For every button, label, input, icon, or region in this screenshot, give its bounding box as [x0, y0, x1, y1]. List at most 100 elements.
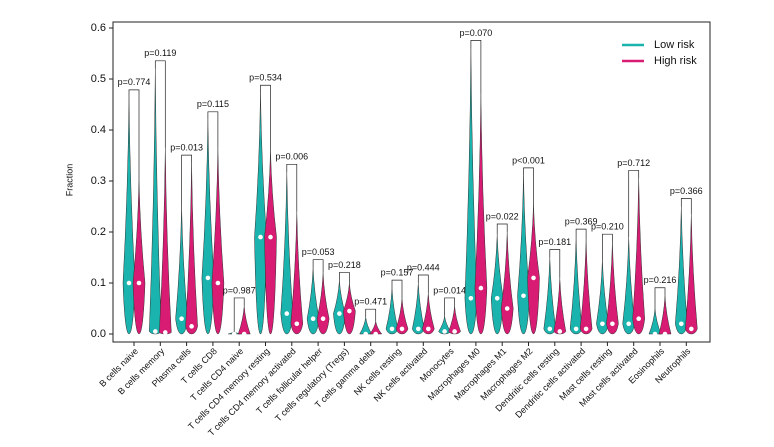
p-value: p=0.115	[197, 99, 229, 109]
median-dot	[662, 331, 668, 337]
median-dot	[136, 280, 142, 286]
p-value: p=0.218	[328, 260, 361, 270]
median-dot	[610, 321, 615, 327]
violin	[149, 68, 162, 335]
p-value: p=0.181	[538, 237, 571, 247]
median-dot	[363, 331, 369, 337]
median-dot	[215, 280, 221, 286]
plot-frame	[112, 21, 711, 343]
bracket	[575, 228, 587, 240]
bracket	[286, 163, 298, 212]
violin	[675, 206, 688, 335]
violin	[237, 305, 251, 335]
median-dot	[310, 316, 316, 322]
p-value: p=0.006	[275, 152, 308, 162]
violin	[185, 163, 198, 335]
median-dot	[189, 324, 194, 329]
bracket	[654, 287, 666, 309]
y-tick-label: 0.6	[91, 22, 106, 34]
median-dot	[531, 275, 536, 281]
violin	[448, 305, 461, 335]
median-dot	[205, 275, 211, 281]
median-dot	[626, 321, 631, 327]
median-dot	[347, 308, 352, 314]
violin	[316, 272, 330, 335]
bracket	[470, 40, 482, 95]
violin	[290, 211, 304, 335]
violin	[175, 206, 188, 335]
violin	[343, 282, 356, 335]
median-dot	[573, 326, 579, 332]
p-value: p=0.471	[354, 297, 387, 307]
bracket	[128, 89, 140, 179]
violin	[422, 293, 435, 335]
p-value: p=0.369	[565, 216, 598, 226]
violin	[254, 93, 267, 335]
median-dot	[468, 296, 474, 301]
bracket	[260, 84, 271, 151]
p-value: p=0.534	[249, 73, 282, 83]
bracket	[181, 154, 192, 207]
median-dot	[689, 326, 694, 332]
violin	[622, 237, 635, 335]
violin	[527, 203, 540, 335]
bracket	[680, 198, 692, 215]
violin	[122, 97, 136, 335]
y-tick-label: 0.2	[91, 226, 106, 238]
violin	[500, 231, 514, 335]
violin	[606, 242, 619, 335]
p-value: p=0.987	[223, 285, 256, 295]
p-value: p=0.366	[670, 186, 703, 196]
violin	[333, 280, 346, 335]
y-tick-label: 0.3	[91, 175, 106, 187]
violin	[543, 257, 557, 335]
median-dot	[258, 234, 263, 240]
violin	[359, 317, 373, 335]
p-value: p=0.070	[460, 28, 493, 38]
bracket	[602, 233, 613, 261]
median-dot	[557, 329, 563, 334]
p-value: p=0.014	[433, 285, 466, 295]
y-axis-label: Fraction	[64, 164, 74, 197]
median-dot	[504, 306, 510, 311]
violin	[438, 316, 451, 335]
median-dot	[399, 326, 405, 332]
median-dot	[389, 326, 395, 332]
violin	[490, 234, 504, 335]
violin	[159, 147, 172, 335]
median-dot	[126, 280, 132, 286]
median-dot	[478, 285, 484, 291]
violin	[412, 282, 425, 335]
y-tick-label: 0.4	[91, 124, 106, 136]
median-dot	[442, 329, 447, 334]
p-value: p<0.001	[512, 155, 545, 165]
bracket	[339, 272, 350, 283]
p-value: p=0.157	[381, 267, 414, 277]
p-value: p=0.119	[144, 48, 176, 58]
violin	[211, 147, 225, 335]
violin	[579, 239, 593, 335]
median-dot	[521, 293, 526, 299]
p-value: p=0.013	[170, 143, 203, 153]
p-value: p=0.444	[407, 262, 440, 272]
violin	[553, 277, 567, 335]
median-dot	[231, 331, 237, 337]
median-dot	[494, 296, 500, 301]
legend-label: Low risk	[654, 39, 695, 51]
median-dot	[600, 321, 605, 327]
p-value: p=0.774	[118, 77, 151, 87]
bracket	[391, 279, 403, 299]
median-dot	[153, 329, 158, 334]
bracket	[312, 259, 324, 273]
violin	[569, 237, 583, 335]
median-dot	[636, 316, 641, 322]
violin	[395, 298, 409, 335]
median-dot	[426, 326, 431, 332]
p-value: p=0.022	[486, 211, 519, 221]
median-dot	[268, 234, 273, 240]
bracket	[154, 60, 166, 148]
median-dot	[320, 316, 326, 322]
median-dot	[284, 311, 290, 316]
median-dot	[452, 329, 457, 334]
y-tick-label: 0.1	[91, 277, 106, 289]
